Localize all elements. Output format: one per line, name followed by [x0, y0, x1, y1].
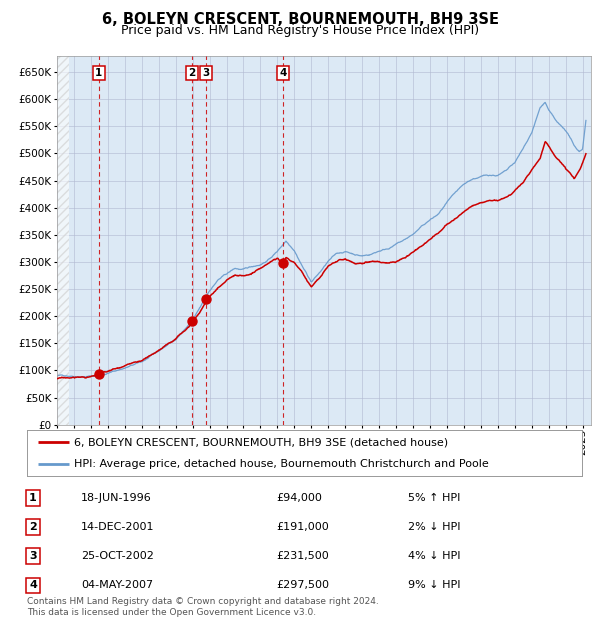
Text: 4% ↓ HPI: 4% ↓ HPI	[408, 551, 461, 561]
Text: 2: 2	[188, 68, 196, 78]
Text: Contains HM Land Registry data © Crown copyright and database right 2024.
This d: Contains HM Land Registry data © Crown c…	[27, 598, 379, 617]
Text: £231,500: £231,500	[276, 551, 329, 561]
Text: 4: 4	[29, 580, 37, 590]
Text: HPI: Average price, detached house, Bournemouth Christchurch and Poole: HPI: Average price, detached house, Bour…	[74, 459, 489, 469]
Text: 3: 3	[203, 68, 210, 78]
Text: Price paid vs. HM Land Registry's House Price Index (HPI): Price paid vs. HM Land Registry's House …	[121, 24, 479, 37]
Text: 2% ↓ HPI: 2% ↓ HPI	[408, 522, 461, 532]
Text: 6, BOLEYN CRESCENT, BOURNEMOUTH, BH9 3SE (detached house): 6, BOLEYN CRESCENT, BOURNEMOUTH, BH9 3SE…	[74, 437, 448, 447]
Text: 04-MAY-2007: 04-MAY-2007	[81, 580, 153, 590]
Text: 3: 3	[29, 551, 37, 561]
Text: 6, BOLEYN CRESCENT, BOURNEMOUTH, BH9 3SE: 6, BOLEYN CRESCENT, BOURNEMOUTH, BH9 3SE	[101, 12, 499, 27]
Text: 5% ↑ HPI: 5% ↑ HPI	[408, 493, 460, 503]
Text: 1: 1	[95, 68, 103, 78]
Text: £191,000: £191,000	[276, 522, 329, 532]
Text: 4: 4	[280, 68, 287, 78]
Text: 1: 1	[29, 493, 37, 503]
Text: 9% ↓ HPI: 9% ↓ HPI	[408, 580, 461, 590]
Text: 2: 2	[29, 522, 37, 532]
Text: £297,500: £297,500	[276, 580, 329, 590]
Text: 14-DEC-2001: 14-DEC-2001	[81, 522, 155, 532]
Text: 18-JUN-1996: 18-JUN-1996	[81, 493, 152, 503]
Text: £94,000: £94,000	[276, 493, 322, 503]
Text: 25-OCT-2002: 25-OCT-2002	[81, 551, 154, 561]
